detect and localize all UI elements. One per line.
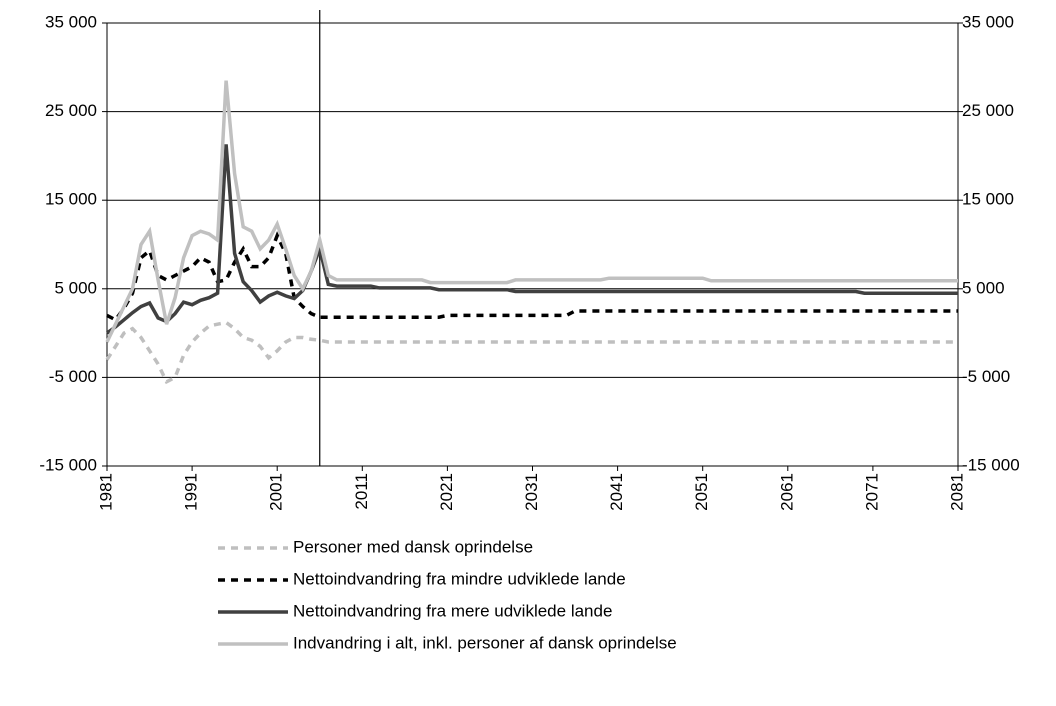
x-tick-label: 2031 [522, 473, 541, 511]
x-tick-label: 2061 [777, 473, 796, 511]
y-tick-label: 25 000 [45, 101, 97, 120]
y2-tick-label: 25 000 [962, 101, 1014, 120]
y2-tick-label: 15 000 [962, 190, 1014, 209]
y2-tick-label: 35 000 [962, 12, 1014, 31]
series-line [105, 144, 958, 335]
y-tick-label: -5 000 [49, 367, 97, 386]
y-tick-label: 35 000 [45, 12, 97, 31]
legend-label: Personer med dansk oprindelse [293, 537, 533, 556]
y-tick-label: 15 000 [45, 190, 97, 209]
y2-tick-label: -15 000 [962, 455, 1020, 474]
x-tick-label: 2071 [862, 473, 881, 511]
y2-tick-label: -5 000 [962, 367, 1010, 386]
y-tick-label: -15 000 [39, 455, 97, 474]
legend-label: Indvandring i alt, inkl. personer af dan… [293, 633, 677, 652]
x-tick-label: 1981 [96, 473, 115, 511]
x-tick-label: 2011 [352, 473, 371, 510]
x-tick-label: 1991 [182, 473, 201, 511]
legend-label: Nettoindvandring fra mindre udviklede la… [293, 569, 626, 588]
x-tick-label: 2041 [607, 473, 626, 511]
x-tick-label: 2081 [947, 473, 966, 511]
series-line [106, 231, 958, 323]
x-tick-label: 2021 [437, 473, 456, 511]
x-tick-label: 2051 [692, 473, 711, 511]
legend-label: Nettoindvandring fra mere udviklede land… [293, 601, 612, 620]
y-tick-label: 5 000 [54, 278, 97, 297]
series-line [105, 320, 958, 385]
series-line [105, 80, 958, 343]
x-tick-label: 2001 [267, 473, 286, 511]
y2-tick-label: 5 000 [962, 278, 1005, 297]
